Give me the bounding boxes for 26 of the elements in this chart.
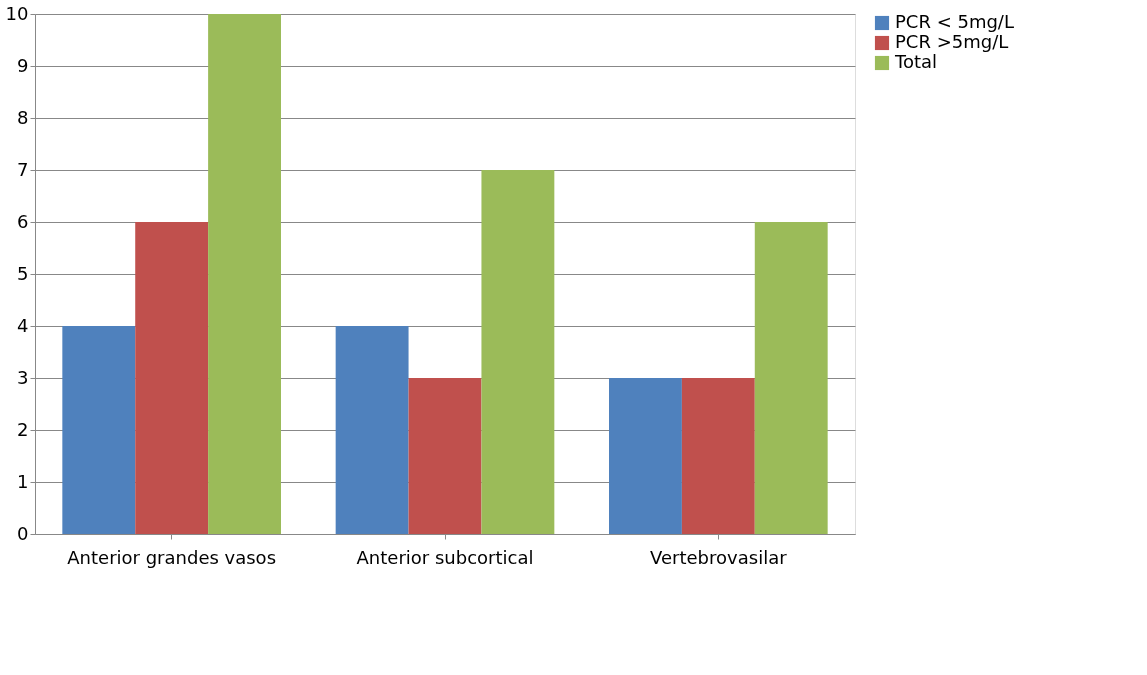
y-tick-label: 1 (17, 470, 29, 492)
x-tick-label: Anterior subcortical (356, 546, 534, 568)
legend-label: Total (894, 51, 938, 72)
y-tick-label: 7 (17, 158, 29, 180)
y-tick-label: 4 (17, 314, 29, 336)
y-tick-label: 2 (17, 418, 29, 440)
legend-label: PCR >5mg/L (895, 31, 1009, 52)
bar (481, 170, 555, 534)
bar (335, 326, 409, 534)
bar (135, 222, 209, 534)
y-tick-label: 3 (17, 366, 29, 388)
y-tick-label: 10 (5, 2, 29, 24)
bar (754, 222, 828, 534)
legend-label: PCR < 5mg/L (895, 11, 1014, 32)
y-tick-label: 5 (17, 262, 29, 284)
y-tick-label: 6 (17, 210, 29, 232)
bar (681, 378, 755, 534)
y-tick-label: 9 (17, 54, 29, 76)
x-tick-label: Anterior grandes vasos (67, 546, 277, 568)
bar (62, 326, 136, 534)
x-tick-label: Vertebrovasilar (650, 546, 788, 568)
y-tick-label: 8 (17, 106, 29, 128)
bar (408, 378, 482, 534)
bar (609, 378, 682, 534)
y-tick-label: 0 (17, 522, 29, 544)
bar (208, 14, 281, 534)
